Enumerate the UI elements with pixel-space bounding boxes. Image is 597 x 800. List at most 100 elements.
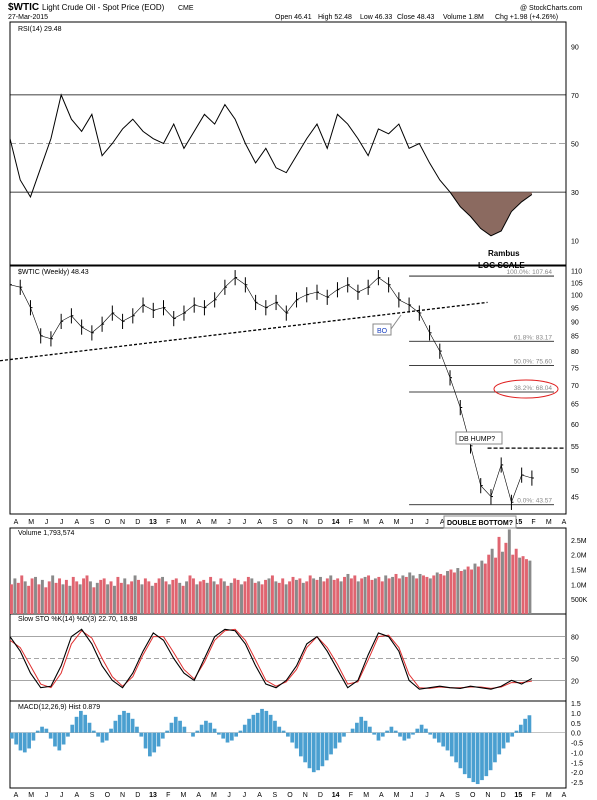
macd-hist-bar bbox=[398, 732, 402, 737]
volume-bar bbox=[521, 556, 525, 614]
macd-hist-bar bbox=[333, 732, 338, 749]
macd-hist-bar bbox=[152, 732, 157, 753]
volume-bar bbox=[329, 575, 333, 614]
macd-title: MACD(12,26,9) Hist 0.879 bbox=[18, 704, 100, 711]
volume-bar bbox=[154, 582, 158, 614]
volume-bar bbox=[236, 579, 240, 614]
volume-bar bbox=[418, 573, 422, 614]
stoch-k-line bbox=[9, 628, 533, 690]
price-tick-label: 80 bbox=[571, 349, 579, 356]
macd-hist-bar bbox=[87, 722, 92, 733]
volume-bar bbox=[99, 579, 103, 614]
support-trendline bbox=[0, 301, 488, 362]
macd-hist-bar bbox=[523, 718, 527, 733]
volume-bar bbox=[30, 578, 34, 614]
volume-bar bbox=[528, 560, 532, 614]
volume-bar bbox=[270, 575, 274, 614]
macd-hist-bar bbox=[273, 720, 277, 733]
macd-hist-bar bbox=[303, 732, 308, 763]
macd-hist-bar bbox=[501, 732, 506, 749]
volume-bar bbox=[116, 576, 120, 614]
macd-hist-bar bbox=[251, 714, 256, 733]
volume-bar bbox=[384, 575, 388, 614]
x-axis-label-bottom: J bbox=[60, 792, 64, 799]
macd-hist-bar bbox=[294, 732, 299, 749]
macd-hist-bar bbox=[35, 730, 40, 733]
macd-hist-bar bbox=[264, 710, 269, 733]
volume-bar bbox=[58, 578, 62, 614]
x-axis-label-bottom: M bbox=[394, 792, 400, 799]
macd-hist-bar bbox=[40, 726, 44, 733]
volume-bar bbox=[20, 575, 24, 614]
volume-bar bbox=[23, 581, 27, 614]
double-bottom-box bbox=[443, 515, 517, 529]
macd-hist-bar bbox=[44, 728, 49, 733]
db-hump-box bbox=[455, 431, 503, 445]
macd-hist-bar bbox=[212, 728, 217, 733]
macd-hist-bar bbox=[277, 726, 282, 733]
x-axis-label: M bbox=[363, 519, 369, 526]
volume-bar bbox=[274, 581, 278, 614]
volume-bar bbox=[260, 584, 264, 614]
fib-level-label: 50.0%: 75.60 bbox=[514, 358, 553, 365]
volume-bar bbox=[408, 572, 412, 614]
macd-hist-bar bbox=[234, 732, 238, 737]
volume-bar bbox=[209, 576, 213, 614]
volume-bar bbox=[476, 566, 480, 614]
macd-hist-bar bbox=[27, 732, 31, 749]
volume-bar bbox=[47, 581, 51, 614]
macd-hist-bar bbox=[100, 732, 105, 743]
x-axis-label-bottom: J bbox=[243, 792, 247, 799]
x-axis-label-bottom: O bbox=[287, 792, 293, 799]
rsi-oversold-fill bbox=[450, 192, 532, 236]
macd-hist-bar bbox=[96, 732, 100, 737]
volume-bar bbox=[123, 578, 127, 614]
macd-hist-bar bbox=[350, 728, 355, 733]
volume-bar bbox=[130, 581, 134, 614]
volume-bar bbox=[339, 581, 343, 614]
macd-hist-bar bbox=[493, 732, 497, 763]
macd-hist-bar bbox=[462, 732, 467, 775]
volume-bar bbox=[353, 575, 357, 614]
volume-bar bbox=[171, 579, 175, 614]
macd-hist-bar bbox=[225, 732, 230, 743]
volume-bar bbox=[51, 575, 55, 614]
volume-bar bbox=[119, 582, 123, 614]
volume-bar bbox=[497, 536, 501, 614]
macd-hist-bar bbox=[79, 710, 83, 733]
macd-hist-bar bbox=[169, 722, 174, 733]
volume-bar bbox=[490, 548, 494, 614]
quote-close: Close 48.43 bbox=[397, 14, 434, 21]
macd-hist-bar bbox=[238, 730, 243, 733]
stoch-tick-label: 80 bbox=[571, 635, 579, 642]
volume-bar bbox=[10, 584, 13, 614]
macd-hist-bar bbox=[298, 732, 303, 757]
macd-hist-bar bbox=[199, 724, 204, 733]
x-axis-label-bottom: N bbox=[485, 792, 490, 799]
volume-bar bbox=[222, 581, 226, 614]
macd-hist-bar bbox=[70, 724, 75, 733]
quote-volume: Volume 1.8M bbox=[443, 14, 484, 21]
volume-bar bbox=[363, 576, 367, 614]
volume-bar bbox=[195, 584, 199, 614]
macd-hist-bar bbox=[445, 732, 450, 751]
macd-tick-label: 0.5 bbox=[571, 721, 581, 728]
x-axis-label-bottom: O bbox=[470, 792, 476, 799]
macd-hist-bar bbox=[480, 732, 484, 781]
macd-hist-bar bbox=[367, 726, 372, 733]
volume-bar bbox=[16, 582, 20, 614]
volume-bar bbox=[442, 575, 446, 614]
macd-hist-bar bbox=[165, 730, 169, 733]
volume-bar bbox=[226, 585, 230, 614]
volume-bar bbox=[428, 578, 432, 614]
volume-tick-label: 2.0M bbox=[571, 553, 587, 560]
volume-bar bbox=[349, 578, 353, 614]
volume-tick-label: 2.5M bbox=[571, 538, 587, 545]
volume-bar bbox=[85, 575, 89, 614]
volume-bar bbox=[504, 542, 508, 614]
volume-bar bbox=[257, 581, 261, 614]
macd-hist-bar bbox=[449, 732, 454, 757]
bo-box bbox=[372, 323, 392, 336]
volume-bar bbox=[305, 581, 309, 614]
volume-bar bbox=[253, 582, 257, 614]
